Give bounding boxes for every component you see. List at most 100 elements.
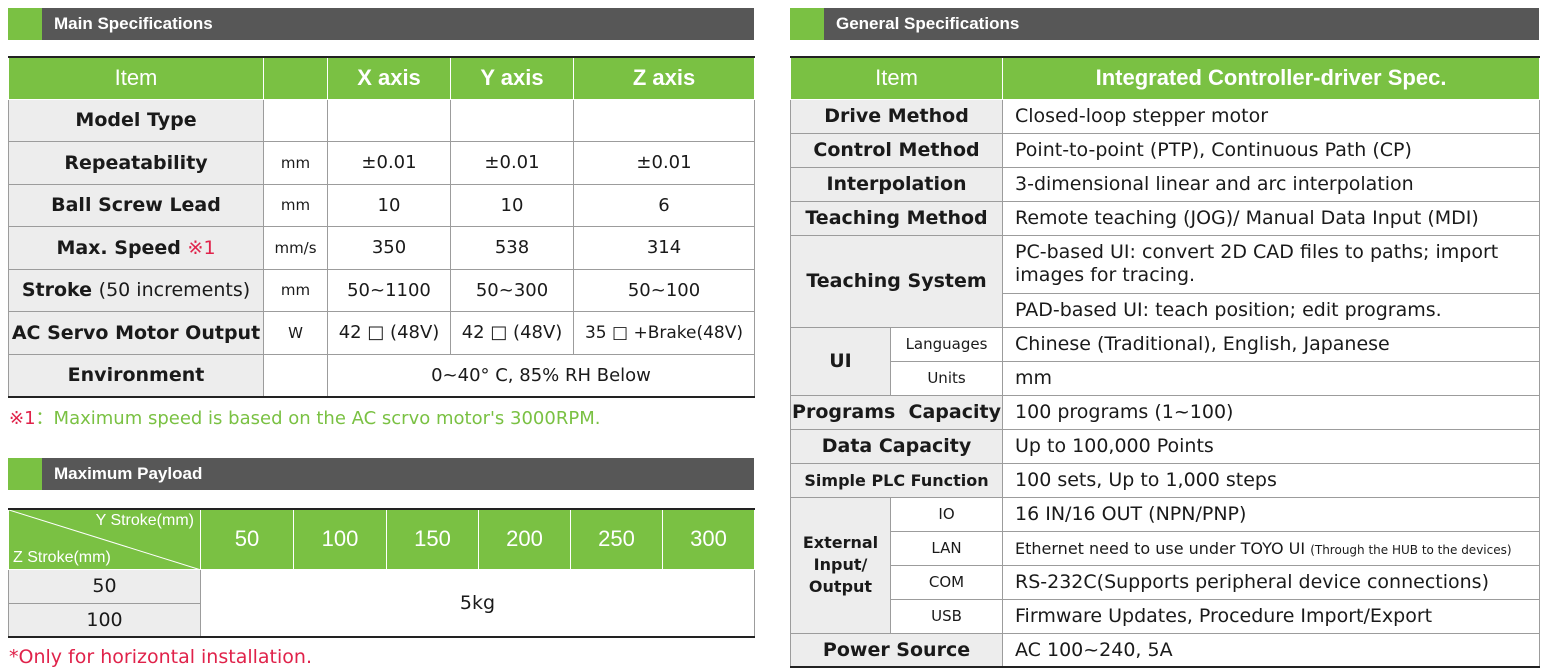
general-spec-table: Item Integrated Controller-driver Spec. … [789, 56, 1541, 668]
row-label: Ball Screw Lead [8, 183, 264, 227]
cell-y: 42 □ (48V) [450, 311, 574, 355]
row-label: Data Capacity [789, 428, 1004, 464]
table-row: Teaching System PC-based UI: convert 2D … [789, 234, 1541, 328]
cell-x: ±0.01 [327, 141, 451, 185]
col-header-unit [263, 56, 328, 100]
stroke-diagonal-header: Y Stroke(mm) Z Stroke(mm) [8, 508, 201, 570]
cell-z: 314 [573, 226, 755, 270]
table-row: Model Type [8, 98, 755, 142]
general-spec-header-bar: General Specifications [790, 8, 1539, 40]
row-unit: W [263, 311, 328, 355]
table-row: LAN Ethernet need to use under TOYO UI (… [791, 530, 1541, 566]
sub-label: USB [889, 598, 1004, 634]
z-stroke-label: Z Stroke(mm) [13, 548, 111, 566]
row-value: 16 IN/16 OUT (NPN/PNP) [1002, 496, 1541, 532]
table-row: Repeatability mm ±0.01 ±0.01 ±0.01 [8, 141, 755, 185]
table-row: Drive Method Closed-loop stepper motor [789, 98, 1541, 134]
table-row: Teaching Method Remote teaching (JOG)/ M… [789, 200, 1541, 236]
row-label-text: Max. Speed [56, 236, 181, 259]
row-label: Environment [8, 353, 264, 397]
row-label: Max. Speed ※1 [8, 226, 264, 270]
table-row: Units mm [791, 360, 1541, 396]
header-accent [8, 458, 42, 490]
payload-value: 5kg [200, 568, 755, 638]
z-stroke-value: 50 [8, 568, 201, 604]
table-row: AC Servo Motor Output W 42 □ (48V) 42 □ … [8, 311, 755, 355]
row-value: PAD-based UI: teach position; edit progr… [1002, 292, 1541, 328]
table-row: 50 5kg [8, 568, 755, 638]
row-label: Power Source [789, 632, 1004, 668]
cell-y: ±0.01 [450, 141, 574, 185]
row-value: AC 100~240, 5A [1002, 632, 1541, 668]
table-row: USB Firmware Updates, Procedure Import/E… [791, 598, 1541, 634]
row-value: PC-based UI: convert 2D CAD files to pat… [1002, 234, 1541, 294]
row-value: Remote teaching (JOG)/ Manual Data Input… [1002, 200, 1541, 236]
cell-x: 10 [327, 183, 451, 227]
row-unit: mm [263, 268, 328, 312]
table-row: PAD-based UI: teach position; edit progr… [791, 292, 1541, 328]
col-header-spec: Integrated Controller-driver Spec. [1002, 56, 1541, 100]
row-label: Teaching Method [789, 200, 1004, 236]
row-label: AC Servo Motor Output [8, 311, 264, 355]
row-label: Stroke (50 increments) [8, 268, 264, 312]
row-label: Control Method [789, 132, 1004, 168]
table-header-row: Item X axis Y axis Z axis [8, 56, 755, 100]
row-value: Firmware Updates, Procedure Import/Expor… [1002, 598, 1541, 634]
general-spec-title: General Specifications [836, 14, 1020, 33]
table-row: Ball Screw Lead mm 10 10 6 [8, 183, 755, 227]
table-row: Stroke (50 increments) mm 50~1100 50~300… [8, 268, 755, 312]
row-label-text: Stroke [21, 279, 93, 302]
y-stroke-label: Y Stroke(mm) [95, 512, 194, 529]
cell-z: 6 [573, 183, 755, 227]
payload-table: Y Stroke(mm) Z Stroke(mm) 50 100 150 200… [8, 508, 755, 638]
row-unit: mm/s [263, 226, 328, 270]
row-value: RS-232C(Supports peripheral device conne… [1002, 564, 1541, 600]
main-spec-header-bar: Main Specifications [8, 8, 754, 40]
row-label: UI [790, 326, 891, 396]
table-row: COM RS-232C(Supports peripheral device c… [791, 564, 1541, 600]
table-row: Max. Speed ※1 mm/s 350 538 314 [8, 226, 755, 270]
table-row: Power Source AC 100~240, 5A [789, 632, 1541, 668]
footnote-mark: ※1 [9, 408, 36, 429]
row-unit: mm [263, 183, 328, 227]
cell-z [573, 98, 755, 142]
row-unit: mm [263, 141, 328, 185]
payload-title: Maximum Payload [54, 464, 203, 483]
cell-y: 10 [450, 183, 574, 227]
cell-x: 50~1100 [327, 268, 451, 312]
row-unit [263, 353, 328, 397]
row-value: Point-to-point (PTP), Continuous Path (C… [1002, 132, 1541, 168]
y-stroke-header: 200 [478, 508, 571, 570]
row-label: Drive Method [789, 98, 1004, 134]
main-spec-title: Main Specifications [54, 14, 213, 33]
table-row: Environment 0~40° C, 85% RH Below [8, 353, 755, 397]
row-value: Closed-loop stepper motor [1002, 98, 1541, 134]
lan-value: Ethernet need to use under TOYO UI [1015, 538, 1306, 558]
col-header-item: Item [789, 56, 1004, 100]
row-label-sub: (50 increments) [98, 279, 251, 302]
table-row: 100 [8, 602, 755, 638]
row-unit [263, 98, 328, 142]
row-value: Up to 100,000 Points [1002, 428, 1541, 464]
sub-label: LAN [889, 530, 1004, 566]
row-value: 100 programs (1~100) [1002, 394, 1541, 430]
footnote-text: ：Maximum speed is based on the AC scrvo … [35, 408, 601, 429]
col-header-x: X axis [327, 56, 451, 100]
cell-z: ±0.01 [573, 141, 755, 185]
payload-footnote: *Only for horizontal installation. [9, 646, 312, 668]
cell-z: 35 □ +Brake(48V) [573, 311, 755, 355]
col-header-item: Item [8, 56, 264, 100]
payload-header-bar: Maximum Payload [8, 458, 754, 490]
row-label: Interpolation [789, 166, 1004, 202]
row-label: Teaching System [789, 234, 1004, 328]
cell-x: 42 □ (48V) [327, 311, 451, 355]
lan-note: (Through the HUB to the devices) [1310, 542, 1512, 557]
row-value: 100 sets, Up to 1,000 steps [1002, 462, 1541, 498]
table-row: UI Languages Chinese (Traditional), Engl… [790, 326, 1541, 396]
col-header-y: Y axis [450, 56, 574, 100]
y-stroke-header: 250 [570, 508, 663, 570]
col-header-z: Z axis [573, 56, 755, 100]
diagonal-line [9, 510, 197, 568]
speed-footnote: ※1：Maximum speed is based on the AC scrv… [9, 404, 600, 430]
sub-label: IO [889, 496, 1004, 532]
